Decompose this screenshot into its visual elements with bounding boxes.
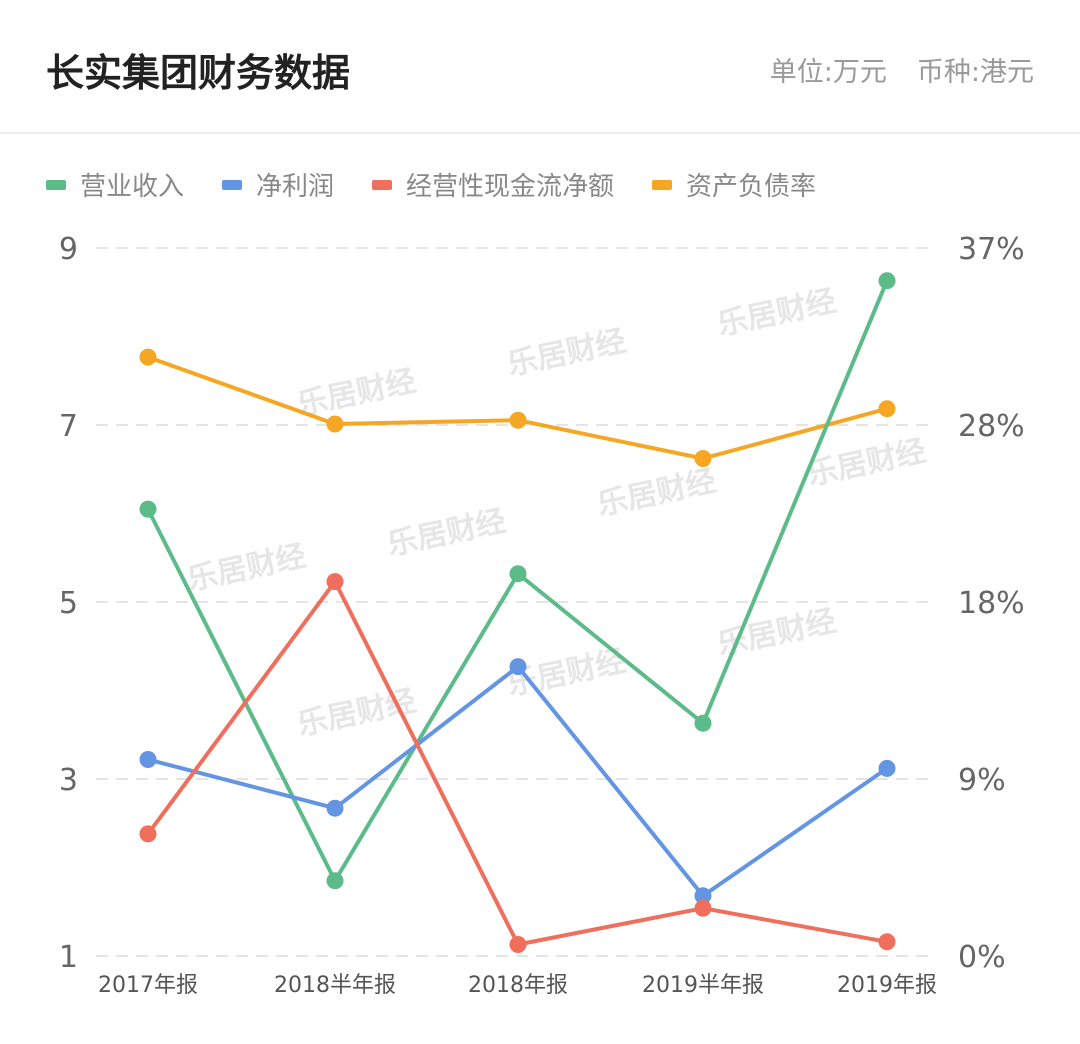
y-right-tick-label: 18% xyxy=(958,586,1025,621)
y-left-tick-label: 7 xyxy=(59,409,78,444)
watermark-text: 乐居财经 xyxy=(804,434,929,493)
currency-label: 币种:港元 xyxy=(916,57,1034,88)
x-tick-label: 2018年报 xyxy=(468,973,568,998)
y-left-tick-label: 9 xyxy=(59,232,78,267)
series-point-2 xyxy=(878,933,896,951)
series-point-1 xyxy=(878,759,896,777)
legend-label-debt-ratio: 资产负债率 xyxy=(686,172,817,202)
legend-label-revenue: 营业收入 xyxy=(80,172,185,202)
legend-swatch-debt-ratio xyxy=(652,179,673,190)
series-point-1 xyxy=(139,751,157,768)
series-point-2 xyxy=(139,825,157,843)
legend-item-cashflow[interactable]: 经营性现金流净额 xyxy=(372,166,614,203)
legend-swatch-net-profit xyxy=(222,179,243,190)
y-left-tick-label: 3 xyxy=(59,763,78,798)
watermark-text: 乐居财经 xyxy=(294,364,419,423)
watermark-text: 乐居财经 xyxy=(384,504,509,563)
legend-label-net-profit: 净利润 xyxy=(256,172,335,202)
y-right-tick-label: 37% xyxy=(958,232,1025,267)
series-point-0 xyxy=(139,500,157,518)
x-tick-label: 2018半年报 xyxy=(274,973,396,998)
legend-swatch-revenue xyxy=(46,179,66,190)
y-right-tick-label: 9% xyxy=(958,763,1006,798)
page-title: 长实集团财务数据 xyxy=(46,51,351,95)
chart-legend: 营业收入 净利润 经营性现金流净额 资产负债率 xyxy=(46,166,854,203)
series-point-3 xyxy=(878,400,896,418)
y-left-tick-label: 5 xyxy=(59,586,78,621)
x-tick-label: 2019年报 xyxy=(837,973,937,998)
header: 长实集团财务数据 单位:万元 币种:港元 xyxy=(0,0,1080,134)
watermark-text: 乐居财经 xyxy=(184,539,309,598)
legend-item-debt-ratio[interactable]: 资产负债率 xyxy=(652,166,816,203)
series-point-0 xyxy=(509,565,527,583)
series-point-0 xyxy=(878,272,896,290)
y-left-tick-label: 1 xyxy=(59,940,78,975)
series-point-2 xyxy=(694,899,712,917)
legend-item-revenue[interactable]: 营业收入 xyxy=(46,166,184,203)
x-tick-label: 2019半年报 xyxy=(642,973,764,998)
series-point-0 xyxy=(326,872,344,890)
series-point-2 xyxy=(509,936,527,953)
legend-item-net-profit[interactable]: 净利润 xyxy=(222,166,334,203)
legend-label-cashflow: 经营性现金流净额 xyxy=(406,172,615,202)
series-point-3 xyxy=(139,348,157,366)
watermark-text: 乐居财经 xyxy=(504,324,629,383)
series-point-1 xyxy=(509,658,527,676)
series-point-3 xyxy=(326,415,344,433)
y-right-tick-label: 0% xyxy=(958,940,1006,975)
series-point-3 xyxy=(509,411,527,429)
legend-swatch-cashflow xyxy=(372,179,393,190)
series-point-0 xyxy=(694,714,712,732)
series-point-3 xyxy=(694,450,712,467)
x-tick-label: 2017年报 xyxy=(98,973,198,998)
series-point-1 xyxy=(694,887,712,905)
series-point-1 xyxy=(326,799,344,817)
watermark-text: 乐居财经 xyxy=(594,464,719,523)
series-point-2 xyxy=(326,573,344,591)
header-meta: 单位:万元 币种:港元 xyxy=(770,50,1034,89)
line-chart: 乐居财经乐居财经乐居财经乐居财经乐居财经乐居财经乐居财经乐居财经乐居财经乐居财经… xyxy=(59,232,1025,998)
unit-label: 单位:万元 xyxy=(769,57,887,88)
watermark-text: 乐居财经 xyxy=(714,284,839,343)
y-right-tick-label: 28% xyxy=(958,409,1025,444)
